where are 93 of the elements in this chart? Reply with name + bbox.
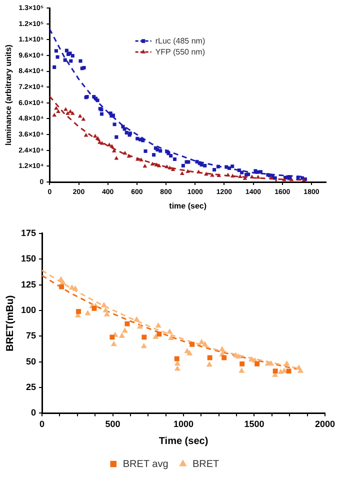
point [68,109,72,113]
y-axis-title: luminance (arbitrary units) [4,44,14,146]
point [84,132,88,137]
point [207,355,212,360]
y-tick-label: 125 [20,279,36,290]
point [96,136,100,140]
point [134,316,140,322]
point [168,166,172,170]
point [122,150,128,155]
point [66,111,70,115]
point [268,360,274,366]
point [297,368,304,373]
point [242,176,248,180]
point [240,361,245,366]
point [92,306,97,311]
y-tick-label: 25 [26,382,36,392]
point [140,342,147,348]
point [110,334,115,340]
legend-label: YFP (550 nm) [155,47,206,56]
point [238,174,242,178]
point [150,162,155,166]
point [110,340,117,346]
point [84,310,91,316]
point [216,173,221,178]
y-tick-label: 100 [20,304,36,315]
point [135,156,140,161]
y-axis-title: BRET(mBu) [4,295,16,352]
x-tick-label: 500 [105,419,120,430]
point [166,328,173,334]
point [202,340,208,346]
point [222,355,227,360]
point [100,141,104,145]
x-tick-label: 1000 [173,419,194,430]
point [180,171,184,175]
x-tick-label: 2000 [314,419,336,430]
point [107,142,112,146]
point [81,117,86,121]
point [210,173,214,177]
point [235,353,242,358]
point [170,167,176,171]
point [156,332,162,337]
point [204,172,208,176]
point [124,321,130,326]
point [190,342,195,347]
legend-label: BRET [192,458,220,470]
point [272,368,278,374]
point [139,158,144,162]
point [72,285,78,291]
point [110,144,114,148]
point [186,169,190,173]
point [219,346,226,352]
point [52,112,56,117]
point [186,350,193,356]
point [136,323,143,329]
point [155,322,162,328]
point [114,156,119,160]
point [78,114,82,118]
point [196,170,201,174]
point [174,356,180,362]
y-tick-label: 50 [26,356,36,366]
point [60,279,66,284]
y-tick-label: 150 [20,254,36,264]
y-tick-label: 0 [31,408,36,418]
point [100,302,108,308]
point [152,334,159,339]
point [64,107,68,111]
point [256,174,260,179]
point [118,332,125,338]
legend-label: BRET avg [122,458,168,470]
point [142,164,148,168]
point [156,164,162,168]
x-axis-title: time (sec) [169,201,207,210]
x-tick-label: 1500 [244,419,264,430]
point [54,106,58,110]
point [122,328,128,333]
point [238,368,245,373]
point [126,154,132,158]
point [142,334,147,340]
point [206,361,212,367]
point [174,366,180,371]
point [56,109,60,113]
y-tick-label: 75 [26,330,36,341]
point [226,172,230,177]
x-axis-title: Time (sec) [158,436,208,447]
point [70,111,75,115]
point [230,174,235,178]
point [93,134,98,138]
point [286,368,292,374]
point [254,361,260,366]
legend-label: rLuc (485 nm) [155,36,206,46]
point [76,309,81,314]
point [59,284,64,290]
y-tick-label: 175 [20,228,36,238]
